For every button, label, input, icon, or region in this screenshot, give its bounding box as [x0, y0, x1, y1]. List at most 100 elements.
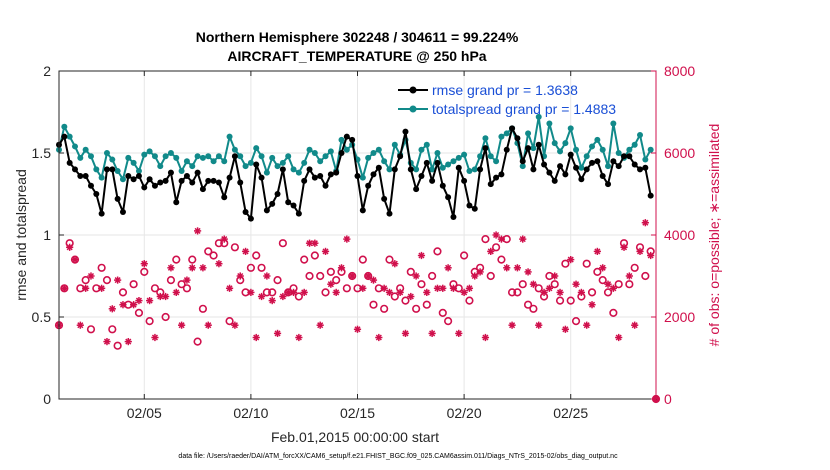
obs-assimilated-point — [279, 292, 287, 301]
data-file-footer: data file: /Users/raeder/DAI/ATM_forcXX/… — [178, 453, 618, 460]
rmse-point — [141, 184, 148, 191]
obs-assimilated-point — [146, 297, 154, 305]
obs-assimilated-point — [471, 272, 479, 280]
obs-assimilated-point — [396, 288, 404, 296]
axis-ticks: 02/05 02/10 02/15 02/20 02/25 0 0.5 1 1.5 2 0 2000 4… — [32, 63, 696, 421]
obs-assimilated-point — [455, 329, 463, 337]
obs-assimilated-point — [391, 260, 399, 268]
rmse-point — [109, 166, 116, 173]
obs-assimilated-point — [82, 284, 90, 292]
y-axis-right-label: # of obs: o=possible; ∗=assimilated — [706, 124, 722, 347]
rmse-point — [205, 177, 212, 184]
obs-possible-point — [145, 317, 154, 326]
obs-possible-point — [257, 263, 266, 272]
obs-assimilated-point — [545, 284, 553, 292]
spread-point — [386, 166, 393, 173]
y-right-tick-label: 8000 — [664, 63, 695, 79]
obs-possible-point — [342, 284, 351, 293]
obs-possible-point — [262, 288, 271, 297]
obs-assimilated-point — [631, 321, 639, 329]
rmse-point — [615, 163, 622, 170]
spread-point — [359, 174, 366, 181]
obs-possible-point — [310, 251, 319, 260]
obs-assimilated-point — [615, 333, 623, 342]
obs-possible-point — [412, 304, 421, 313]
obs-assimilated-point — [225, 284, 234, 292]
chart-title-line2: AIRCRAFT_TEMPERATURE @ 250 hPa — [227, 48, 486, 64]
obs-assimilated-point — [311, 239, 319, 247]
spread-point — [167, 150, 174, 156]
rmse-point — [461, 177, 468, 184]
y-left-tick-label: 1.5 — [32, 145, 52, 161]
obs-possible-point — [433, 247, 442, 256]
rmse-point — [237, 179, 244, 186]
rmse-point — [290, 202, 297, 209]
spread-point — [583, 153, 590, 160]
obs-possible-point — [603, 288, 613, 297]
spread-point — [557, 148, 564, 155]
obs-possible-point — [182, 284, 192, 293]
obs-assimilated-point — [476, 268, 484, 276]
rmse-point — [370, 171, 377, 178]
y-right-tick-label: 6000 — [664, 145, 695, 161]
rmse-point — [621, 153, 628, 160]
obs-assimilated-point — [561, 325, 569, 333]
spread-point — [567, 125, 574, 132]
rmse-point — [343, 133, 350, 140]
spread-point — [301, 159, 308, 166]
obs-possible-point — [555, 296, 565, 305]
spread-point — [157, 163, 164, 170]
obs-assimilated-point — [284, 288, 292, 296]
rmse-point — [578, 176, 585, 183]
rmse-point — [365, 182, 372, 189]
spread-point — [498, 133, 505, 140]
obs-assimilated-point — [177, 321, 186, 329]
spread-point — [82, 146, 89, 153]
rmse-point — [589, 159, 596, 166]
obs-assimilated-point — [423, 288, 431, 296]
obs-possible-point — [108, 325, 117, 334]
obs-assimilated-point — [641, 219, 649, 227]
obs-possible-point — [390, 292, 399, 301]
obs-assimilated-point — [604, 280, 612, 288]
spread-point — [109, 156, 116, 163]
rmse-point — [418, 172, 425, 179]
rmse-point — [455, 164, 462, 171]
rmse-point — [509, 125, 516, 132]
spread-point — [93, 166, 100, 173]
obs-assimilated-point — [529, 280, 538, 288]
obs-possible-point — [177, 280, 186, 289]
rmse-point — [551, 177, 558, 184]
obs-assimilated-point — [76, 321, 84, 329]
spread-point — [599, 146, 606, 153]
obs-possible-point — [438, 308, 447, 318]
y-axis-left-label: rmse and totalspread — [13, 169, 29, 301]
obs-possible-point — [188, 255, 197, 264]
obs-assimilated-point — [428, 329, 436, 337]
rmse-point — [194, 169, 201, 176]
spread-point — [519, 163, 526, 170]
legend: rmse grand pr = 1.3638 totalspread grand… — [398, 82, 616, 117]
obs-assimilated-point — [199, 264, 207, 272]
obs-assimilated-point — [156, 292, 164, 301]
rmse-point — [311, 174, 318, 181]
rmse-point — [322, 182, 329, 189]
spread-point — [418, 146, 425, 153]
rmse-point — [487, 181, 494, 188]
spread-point — [551, 140, 558, 147]
spread-point — [306, 146, 313, 153]
chart-title-line1: Northern Hemisphere 302248 / 304611 = 99… — [196, 29, 519, 45]
spread-point — [429, 166, 436, 173]
spread-point — [626, 146, 633, 153]
obs-possible-point — [486, 271, 495, 281]
obs-assimilated-point — [460, 288, 468, 296]
obs-assimilated-point — [407, 292, 415, 301]
obs-possible-point — [497, 255, 506, 264]
obs-assimilated-point — [572, 280, 580, 288]
rmse-point — [333, 169, 340, 176]
obs-assimilated-point — [385, 288, 394, 296]
rmse-point — [199, 186, 206, 193]
obs-assimilated-point — [289, 288, 298, 296]
obs-assimilated-point — [263, 272, 271, 280]
obs-possible-point — [300, 255, 309, 264]
